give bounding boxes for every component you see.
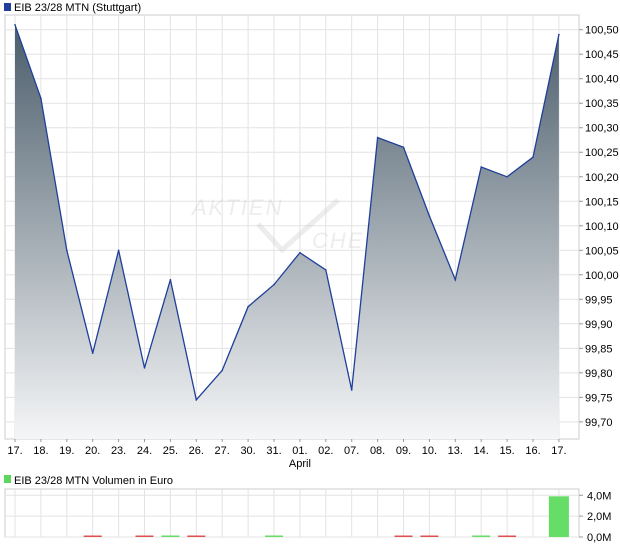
volume-legend: EIB 23/28 MTN Volumen in Euro: [14, 475, 173, 487]
x-tick-label: 17.: [7, 445, 22, 457]
price-legend: EIB 23/28 MTN (Stuttgart): [14, 2, 141, 14]
volume-bar: [472, 535, 491, 537]
price-y-tick-label: 100,30: [585, 123, 619, 135]
month-label: April: [289, 458, 311, 470]
price-point: [506, 176, 508, 178]
volume-bar: [498, 535, 517, 537]
price-legend-swatch: [4, 3, 11, 11]
price-y-tick-label: 100,35: [585, 98, 619, 110]
x-tick-label: 02.: [318, 445, 333, 457]
x-tick-label: 26.: [189, 445, 204, 457]
price-point: [299, 251, 301, 254]
price-y-tick-label: 99,85: [585, 343, 613, 355]
price-point: [428, 215, 431, 217]
price-y-tick-label: 99,90: [585, 319, 613, 331]
volume-grid: [5, 489, 579, 538]
price-y-axis: 100,50 100,45 100,40 100,35 100,30 100,25 100,…: [579, 25, 619, 429]
volume-legend-swatch: [4, 475, 11, 483]
volume-y-tick-label: 0,0M: [587, 532, 611, 544]
price-point: [66, 249, 68, 252]
x-tick-label: 17.: [551, 445, 566, 457]
x-tick-label: 01.: [292, 445, 307, 457]
x-tick-label: 10.: [422, 445, 437, 457]
x-tick-label: 27.: [215, 445, 230, 457]
x-axis: 17. 18. 19. 20. 23. 24. 25. 26. 27. 30. 31. 01. 02. 0…: [7, 439, 567, 457]
x-tick-label: 19.: [59, 445, 74, 457]
price-y-tick-label: 100,20: [585, 172, 619, 184]
volume-bar: [83, 535, 102, 537]
price-area: [15, 24, 559, 440]
x-tick-label: 25.: [163, 445, 178, 457]
volume-bars: [83, 496, 569, 537]
price-y-tick-label: 100,25: [585, 147, 619, 159]
price-line: [14, 24, 560, 402]
x-tick-label: 31.: [266, 445, 281, 457]
price-point: [14, 24, 16, 26]
price-point: [480, 166, 483, 168]
volume-bar: [187, 535, 206, 537]
price-y-tick-label: 100,15: [585, 196, 619, 208]
price-point: [91, 352, 94, 355]
price-point: [558, 33, 560, 36]
price-y-tick-label: 99,70: [585, 417, 613, 429]
price-y-tick-label: 100,00: [585, 270, 619, 282]
price-point: [221, 369, 223, 372]
volume-bar: [265, 535, 283, 537]
volume-bar: [420, 535, 439, 537]
price-point: [273, 283, 275, 286]
price-y-tick-label: 100,50: [585, 25, 619, 37]
price-y-tick-label: 99,95: [585, 294, 613, 306]
price-y-tick-label: 99,80: [585, 368, 613, 380]
volume-bar: [135, 535, 154, 537]
volume-bar: [394, 535, 413, 537]
watermark-logo: AKTIEN CHECK: [190, 195, 397, 254]
watermark-check-icon: [256, 198, 340, 254]
x-tick-label: 30.: [240, 445, 255, 457]
price-y-tick-label: 99,75: [585, 392, 613, 404]
x-tick-label: 07.: [344, 445, 359, 457]
x-tick-label: 15.: [499, 445, 514, 457]
price-y-tick-label: 100,05: [585, 245, 619, 257]
price-y-tick-label: 100,40: [585, 74, 619, 86]
x-tick-label: 24.: [137, 445, 152, 457]
x-tick-label: 18.: [33, 445, 48, 457]
volume-bar: [161, 535, 180, 537]
price-point: [117, 249, 120, 252]
volume-plot-frame: [4, 488, 580, 538]
volume-y-tick-label: 2,0M: [587, 511, 611, 523]
price-point: [350, 389, 353, 391]
x-tick-label: 13.: [448, 445, 463, 457]
x-tick-label: 20.: [85, 445, 100, 457]
price-point: [40, 97, 42, 100]
x-tick-label: 09.: [396, 445, 411, 457]
price-point: [376, 136, 379, 139]
x-tick-label: 08.: [370, 445, 385, 457]
volume-y-axis: 4,0M 2,0M 0,0M: [579, 490, 611, 544]
x-tick-label: 16.: [525, 445, 540, 457]
price-point: [454, 278, 457, 281]
price-points: [14, 24, 560, 401]
price-point: [532, 156, 534, 158]
price-y-tick-label: 100,10: [585, 221, 619, 233]
volume-bar: [548, 496, 569, 537]
volume-y-tick-label: 4,0M: [587, 490, 611, 502]
price-point: [247, 305, 249, 308]
x-tick-label: 14.: [474, 445, 489, 457]
price-point: [169, 278, 172, 281]
x-tick-label: 23.: [111, 445, 126, 457]
price-point: [325, 269, 327, 271]
price-y-tick-label: 100,45: [585, 49, 619, 61]
price-point: [195, 399, 198, 401]
watermark-text-top: AKTIEN: [190, 195, 283, 220]
price-point: [143, 367, 146, 369]
price-point: [402, 146, 405, 149]
